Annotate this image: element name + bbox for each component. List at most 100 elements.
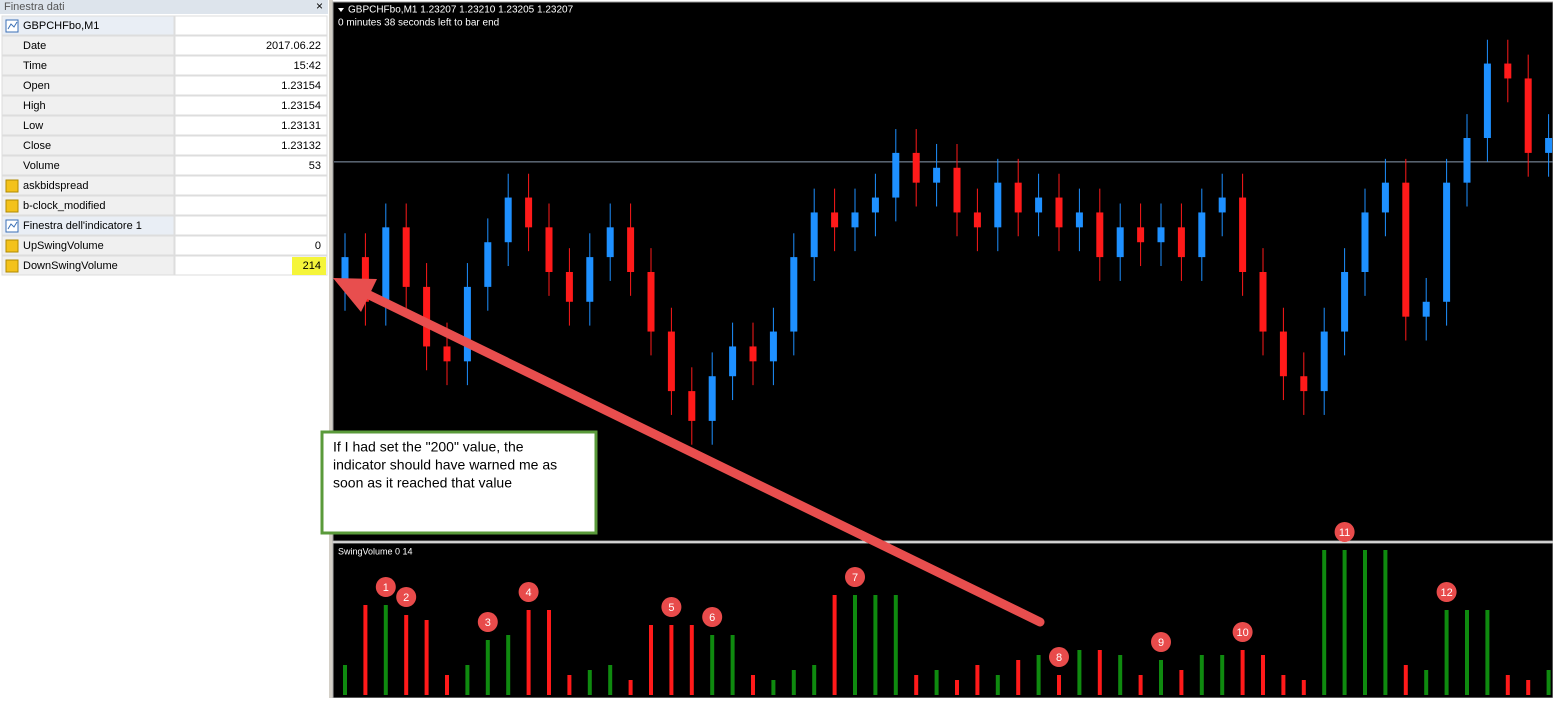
volume-bar (1485, 610, 1490, 695)
row-label-cell (1, 155, 175, 176)
volume-bar (1403, 665, 1408, 695)
candle-body (1157, 227, 1165, 243)
candle-body (1035, 197, 1043, 213)
row-value: 2017.06.22 (266, 40, 321, 52)
volume-bar (832, 595, 837, 695)
candle-body (994, 182, 1002, 228)
annotation-badge (661, 597, 682, 617)
callout-text: soon as it reached that value (333, 475, 512, 491)
annotation-label: 3 (485, 617, 491, 629)
row-label: High (23, 100, 46, 112)
volume-bar (1118, 655, 1123, 695)
row-value-cell (174, 235, 328, 256)
candle-body (871, 197, 879, 213)
row-label-cell (1, 175, 175, 196)
candle-body (933, 167, 941, 183)
annotation-badge (1334, 522, 1355, 542)
candle-body (341, 257, 349, 287)
volume-bar (424, 620, 429, 695)
candle-body (749, 346, 757, 362)
volume-bar (995, 675, 1000, 695)
close-button[interactable]: × (316, 0, 323, 13)
row-label: Finestra dell'indicatore 1 (23, 220, 142, 232)
chart-icon-line (7, 21, 18, 30)
candle-body (688, 391, 696, 421)
volume-title: SwingVolume 0 14 (338, 546, 413, 556)
callout-text: indicator should have warned me as (333, 457, 557, 473)
candle-body (423, 286, 431, 347)
candle-body (1259, 272, 1267, 332)
candle-body (953, 167, 961, 213)
candle-body (1361, 212, 1369, 272)
candle-body (1545, 138, 1553, 153)
volume-bar (791, 670, 796, 695)
candle-body (1055, 197, 1063, 228)
volume-bar (934, 670, 939, 695)
candle-body (627, 227, 635, 272)
row-value: 1.23131 (281, 120, 321, 132)
volume-bar (1526, 680, 1531, 695)
row-label-cell (1, 255, 175, 276)
volume-bar (955, 680, 959, 695)
annotation-label: 8 (1056, 652, 1062, 664)
candle-body (973, 212, 981, 228)
volume-bar (1465, 610, 1469, 695)
row-label-cell (1, 75, 175, 96)
candle-body (912, 152, 920, 183)
volume-bar (1199, 655, 1204, 695)
indicator-icon (5, 179, 19, 193)
chart-icon (5, 219, 19, 233)
annotation-badge (518, 582, 539, 602)
row-label: GBPCHFbo,M1 (23, 20, 99, 32)
candle-body (463, 286, 471, 362)
volume-bar (485, 640, 490, 695)
candle-body (1300, 376, 1308, 392)
candle-body (1483, 63, 1491, 138)
volume-bar (914, 675, 919, 695)
volume-bar (1097, 650, 1102, 695)
candle-body (708, 376, 716, 421)
volume-bar (710, 635, 715, 695)
volume-bar (343, 665, 347, 695)
row-value: 15:42 (293, 60, 321, 72)
header-menu[interactable] (338, 8, 344, 12)
volume-bar (608, 665, 613, 695)
annotation-label: 4 (526, 587, 532, 599)
row-label-cell (1, 115, 175, 136)
candle-body (545, 227, 553, 272)
annotation-badge (845, 567, 865, 587)
candle-body (1504, 63, 1512, 79)
chart-icon-line (7, 221, 18, 230)
candle-body (1524, 78, 1532, 153)
row-value-cell (174, 55, 328, 76)
row-value-cell (174, 135, 328, 156)
candle-body (790, 257, 798, 332)
row-value-cell (174, 75, 328, 96)
row-label: Close (23, 140, 51, 152)
row-label: UpSwingVolume (23, 240, 104, 252)
volume-bar (1220, 655, 1225, 695)
arrow-head (333, 278, 377, 312)
annotation-label: 10 (1236, 627, 1248, 639)
volume-bar (1261, 655, 1265, 695)
volume-bar (893, 595, 898, 695)
row-value-cell (174, 255, 328, 276)
candle-body (484, 242, 492, 287)
volume-bar (1505, 675, 1510, 695)
row-label-cell (1, 15, 175, 36)
candle-body (851, 212, 859, 228)
volume-bar (975, 665, 980, 695)
annotation-badge (702, 607, 723, 627)
candle-body (647, 272, 655, 332)
annotation-label: 2 (403, 592, 409, 604)
chart-header: GBPCHFbo,M1 1.23207 1.23210 1.23205 1.23… (348, 5, 574, 16)
candle-body (402, 227, 410, 287)
annotation-badge (1049, 647, 1069, 667)
candle-body (1096, 212, 1104, 258)
volume-bar (567, 675, 572, 695)
annotation-label: 9 (1158, 637, 1164, 649)
candle-body (729, 346, 737, 377)
candle-body (525, 197, 533, 228)
annotation-badge (1232, 622, 1253, 642)
annotation-badge (477, 612, 498, 632)
